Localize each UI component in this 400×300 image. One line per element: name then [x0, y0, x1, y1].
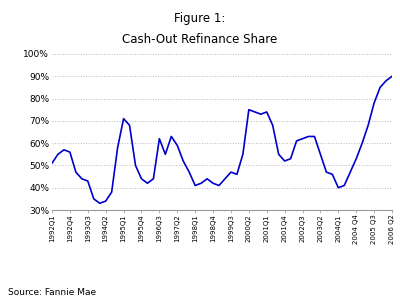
Text: Cash-Out Refinance Share: Cash-Out Refinance Share	[122, 33, 278, 46]
Text: Source: Fannie Mae: Source: Fannie Mae	[8, 288, 96, 297]
Text: Figure 1:: Figure 1:	[174, 12, 226, 25]
